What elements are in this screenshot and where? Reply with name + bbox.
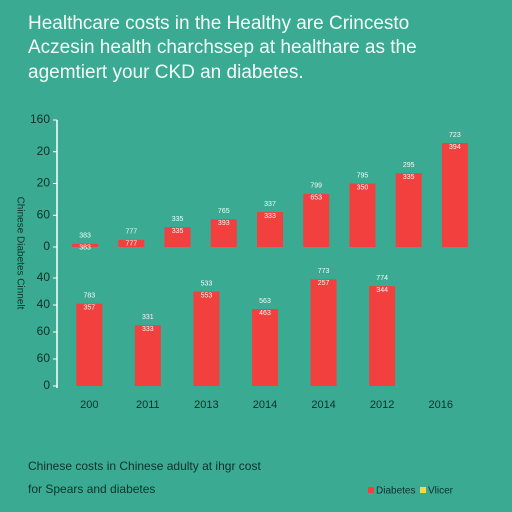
y-tick-label: 160 bbox=[30, 112, 50, 126]
bar-label: 653 bbox=[310, 195, 322, 202]
bar-label: 795 bbox=[357, 172, 369, 179]
bar-label: 777 bbox=[125, 241, 137, 248]
bar-label: 357 bbox=[83, 304, 95, 311]
bar bbox=[441, 143, 468, 247]
legend-swatch bbox=[420, 487, 426, 493]
bar bbox=[164, 227, 191, 247]
bar bbox=[252, 309, 278, 386]
bar-label: 257 bbox=[318, 280, 330, 287]
bar bbox=[72, 243, 99, 247]
bar-label: 553 bbox=[201, 292, 213, 299]
bar-label: 765 bbox=[218, 208, 230, 215]
bar-label: 723 bbox=[449, 132, 461, 139]
bar bbox=[369, 286, 396, 386]
bar-label: 333 bbox=[264, 213, 276, 220]
bar-label: 533 bbox=[201, 280, 213, 287]
bar bbox=[303, 193, 330, 247]
legend-label: Vlicer bbox=[428, 486, 454, 497]
x-tick-label: 2016 bbox=[428, 399, 452, 411]
bar-label: 333 bbox=[142, 326, 154, 333]
y-tick-label: 20 bbox=[37, 176, 51, 190]
y-tick-label: 20 bbox=[37, 144, 51, 158]
y-axis-label: Chinese Diabetes Cinnelt bbox=[14, 197, 25, 310]
bar-label: 335 bbox=[172, 228, 184, 235]
x-tick-label: 2014 bbox=[253, 399, 277, 411]
x-tick-label: 2012 bbox=[370, 399, 394, 411]
title-line: Healthcare costs in the Healthy are Crin… bbox=[28, 13, 409, 34]
footer-line: for Spears and diabetes bbox=[28, 482, 155, 496]
x-tick-label: 2014 bbox=[311, 399, 335, 411]
bar-label: 335 bbox=[403, 174, 415, 181]
bar bbox=[349, 183, 376, 247]
bar-label: 777 bbox=[125, 229, 137, 236]
bar-label: 799 bbox=[310, 183, 322, 190]
bar-label: 350 bbox=[357, 184, 369, 191]
x-tick-label: 2011 bbox=[136, 399, 160, 411]
bar bbox=[134, 325, 161, 386]
y-tick-label: 60 bbox=[37, 351, 51, 365]
y-tick-label: 40 bbox=[37, 297, 51, 311]
y-tick-label: 40 bbox=[37, 270, 51, 284]
bar-label: 783 bbox=[83, 292, 95, 299]
bar-label: 563 bbox=[259, 298, 271, 305]
bar bbox=[395, 173, 422, 247]
bar-label: 394 bbox=[449, 144, 461, 151]
bar bbox=[118, 239, 145, 247]
y-tick-label: 0 bbox=[43, 239, 50, 253]
bar-label: 344 bbox=[376, 287, 388, 294]
title-line: Aczesin health charchssep at healthare a… bbox=[28, 37, 417, 58]
bar-label: 773 bbox=[318, 268, 330, 275]
bar bbox=[310, 279, 337, 386]
bar-label: 383 bbox=[79, 233, 91, 240]
y-tick-label: 60 bbox=[37, 207, 51, 221]
x-tick-label: 2013 bbox=[194, 399, 218, 411]
bar bbox=[76, 303, 103, 386]
bar-label: 331 bbox=[142, 314, 154, 321]
bar-label: 335 bbox=[172, 216, 184, 223]
bar-label: 393 bbox=[218, 220, 230, 227]
bar bbox=[210, 219, 237, 247]
bar-label: 774 bbox=[376, 275, 388, 282]
bar bbox=[257, 212, 283, 247]
bar-label: 295 bbox=[403, 162, 415, 169]
bar bbox=[193, 291, 220, 386]
bar-label: 383 bbox=[79, 245, 91, 252]
legend-swatch bbox=[368, 487, 374, 493]
y-tick-label: 60 bbox=[37, 324, 51, 338]
bar-label: 337 bbox=[264, 201, 276, 208]
footer-line: Chinese costs in Chinese adulty at ihgr … bbox=[28, 459, 261, 473]
x-tick-label: 200 bbox=[80, 399, 98, 411]
y-tick-label: 0 bbox=[43, 378, 50, 392]
legend-label: Diabetes bbox=[376, 486, 415, 497]
bar-label: 463 bbox=[259, 310, 271, 317]
title-line: agemtiert your CKD an diabetes. bbox=[28, 62, 304, 83]
